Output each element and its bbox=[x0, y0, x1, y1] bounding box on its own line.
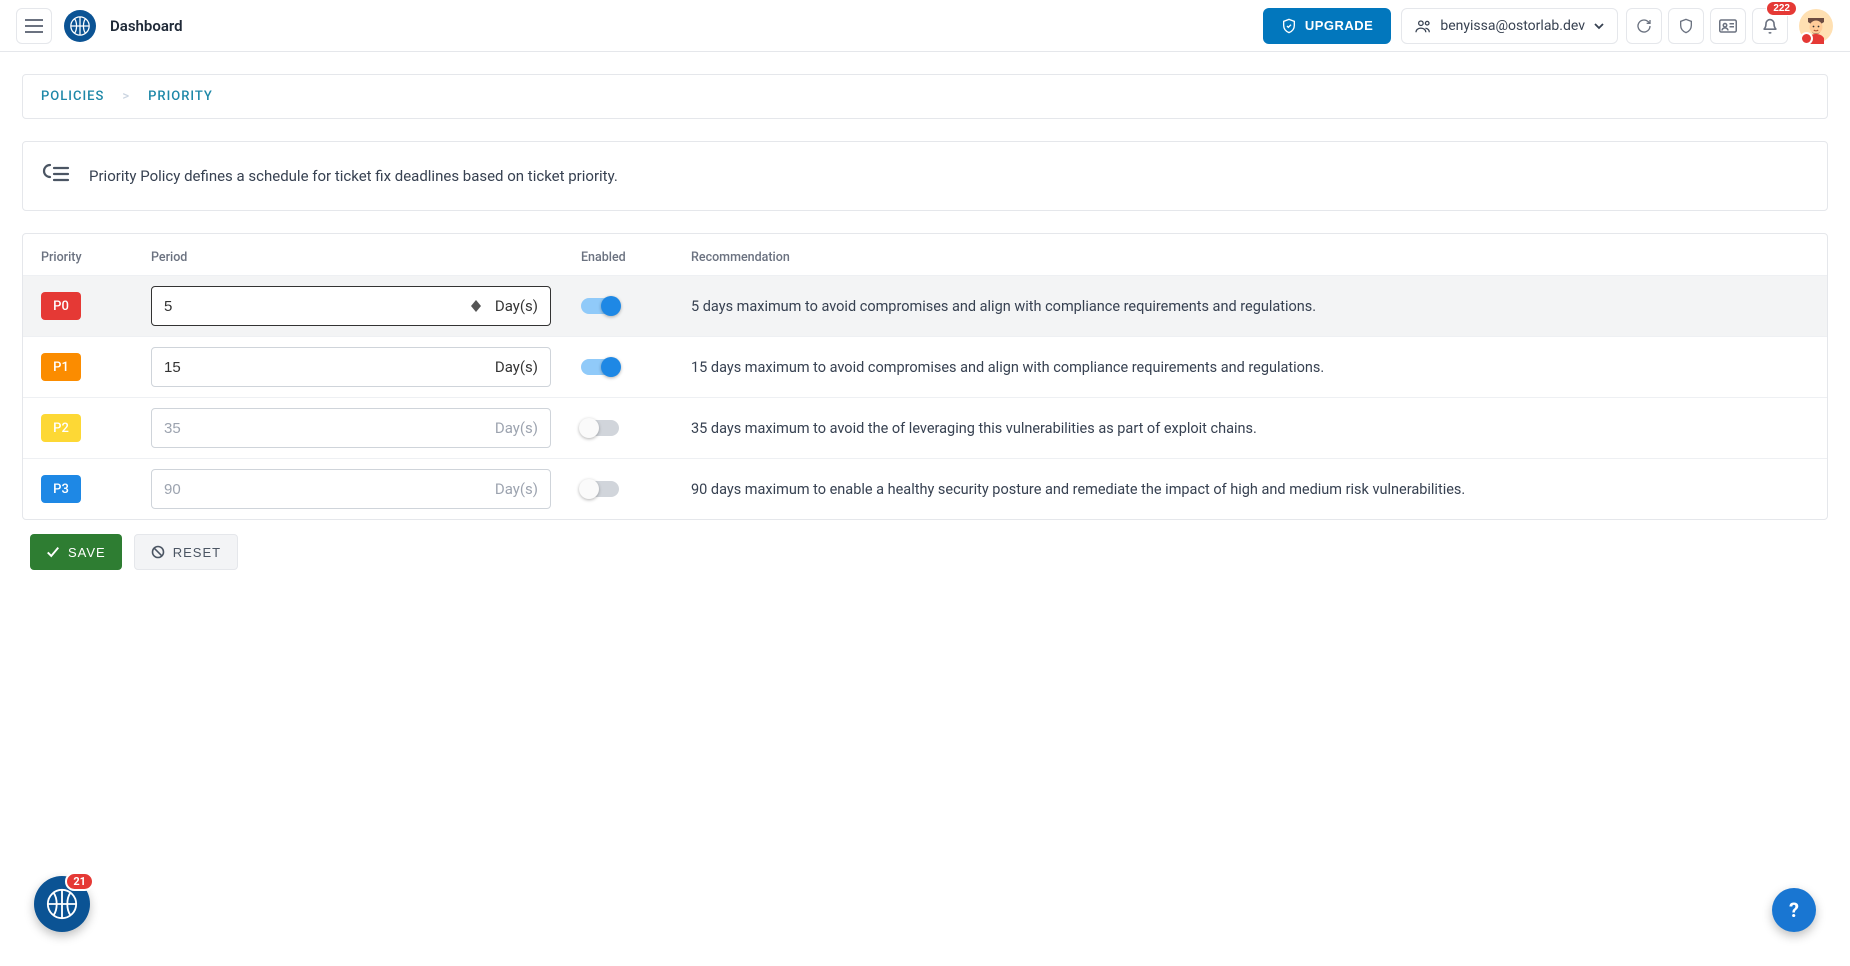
table-row: P2 Day(s) 35 days maximum to avoid the of … bbox=[23, 397, 1827, 458]
user-email: benyissa@ostorlab.dev bbox=[1440, 18, 1585, 34]
enabled-toggle[interactable] bbox=[581, 420, 619, 436]
recommendation-text: 15 days maximum to avoid compromises and… bbox=[691, 359, 1809, 376]
priority-badge: P0 bbox=[41, 292, 81, 320]
id-card-icon bbox=[1719, 19, 1737, 33]
recommendation-text: 5 days maximum to avoid compromises and … bbox=[691, 298, 1809, 315]
period-unit: Day(s) bbox=[495, 358, 538, 376]
page-title: Dashboard bbox=[110, 17, 183, 35]
table-row: P3 Day(s) 90 days maximum to enable a heal… bbox=[23, 458, 1827, 519]
policy-table: Priority Period Enabled Recommendation P… bbox=[22, 233, 1828, 520]
content: POLICIES > PRIORITY Priority Policy defi… bbox=[0, 52, 1850, 608]
enabled-toggle[interactable] bbox=[581, 359, 619, 375]
col-recommendation: Recommendation bbox=[691, 250, 1809, 265]
help-button[interactable]: ? bbox=[1772, 888, 1816, 932]
menu-icon bbox=[25, 19, 43, 33]
breadcrumb-priority[interactable]: PRIORITY bbox=[148, 89, 213, 104]
refresh-button[interactable] bbox=[1626, 8, 1662, 44]
table-row: P0 Day(s) 5 days maximum to avoid compromi… bbox=[23, 275, 1827, 336]
period-field[interactable]: Day(s) bbox=[151, 286, 551, 326]
table-actions: SAVE RESET bbox=[22, 520, 1828, 586]
reset-button[interactable]: RESET bbox=[134, 534, 238, 570]
recommendation-text: 90 days maximum to enable a healthy secu… bbox=[691, 481, 1809, 498]
upgrade-button[interactable]: UPGRADE bbox=[1263, 8, 1392, 44]
bell-icon bbox=[1762, 17, 1778, 35]
period-unit: Day(s) bbox=[495, 419, 538, 437]
chat-widget-badge: 21 bbox=[65, 872, 94, 891]
breadcrumb-policies[interactable]: POLICIES bbox=[41, 89, 104, 104]
enabled-toggle[interactable] bbox=[581, 481, 619, 497]
card-button[interactable] bbox=[1710, 8, 1746, 44]
priority-badge: P1 bbox=[41, 353, 81, 381]
chat-widget-icon bbox=[45, 887, 79, 921]
brand-logo[interactable] bbox=[64, 10, 96, 42]
chat-widget[interactable]: 21 bbox=[34, 876, 90, 932]
period-unit: Day(s) bbox=[495, 297, 538, 315]
recommendation-text: 35 days maximum to avoid the of leveragi… bbox=[691, 420, 1809, 437]
period-unit: Day(s) bbox=[495, 480, 538, 498]
users-icon bbox=[1414, 19, 1432, 33]
shield-check-icon bbox=[1281, 18, 1297, 34]
priority-badge: P2 bbox=[41, 414, 81, 442]
shield-icon bbox=[1678, 18, 1694, 34]
avatar-status-dot bbox=[1800, 32, 1813, 45]
period-input[interactable] bbox=[164, 298, 471, 315]
period-field[interactable]: Day(s) bbox=[151, 347, 551, 387]
period-field[interactable]: Day(s) bbox=[151, 408, 551, 448]
description-box: Priority Policy defines a schedule for t… bbox=[22, 141, 1828, 211]
period-input[interactable] bbox=[164, 481, 487, 498]
security-button[interactable] bbox=[1668, 8, 1704, 44]
reset-label: RESET bbox=[173, 545, 221, 560]
period-input[interactable] bbox=[164, 420, 487, 437]
check-icon bbox=[46, 545, 60, 559]
menu-button[interactable] bbox=[16, 8, 52, 44]
enabled-toggle[interactable] bbox=[581, 298, 619, 314]
description-text: Priority Policy defines a schedule for t… bbox=[89, 167, 618, 185]
col-period: Period bbox=[151, 250, 581, 265]
breadcrumb: POLICIES > PRIORITY bbox=[22, 74, 1828, 119]
table-row: P1 Day(s) 15 days maximum to avoid comprom… bbox=[23, 336, 1827, 397]
top-bar: Dashboard UPGRADE benyissa@ostorlab.dev … bbox=[0, 0, 1850, 52]
priority-badge: P3 bbox=[41, 475, 81, 503]
avatar[interactable] bbox=[1798, 8, 1834, 44]
number-spinner[interactable] bbox=[471, 300, 481, 312]
refresh-icon bbox=[1636, 18, 1652, 34]
table-header: Priority Period Enabled Recommendation bbox=[23, 234, 1827, 275]
chevron-down-icon bbox=[1593, 20, 1605, 32]
notification-badge: 222 bbox=[1766, 1, 1797, 16]
period-input[interactable] bbox=[164, 359, 487, 376]
col-enabled: Enabled bbox=[581, 250, 691, 265]
block-icon bbox=[151, 545, 165, 559]
save-label: SAVE bbox=[68, 545, 106, 560]
user-menu[interactable]: benyissa@ostorlab.dev bbox=[1401, 8, 1618, 44]
breadcrumb-separator: > bbox=[122, 89, 130, 104]
col-priority: Priority bbox=[41, 250, 151, 265]
help-label: ? bbox=[1789, 898, 1799, 922]
priority-list-icon bbox=[41, 162, 71, 190]
save-button[interactable]: SAVE bbox=[30, 534, 122, 570]
brand-logo-icon bbox=[69, 15, 91, 37]
period-field[interactable]: Day(s) bbox=[151, 469, 551, 509]
upgrade-label: UPGRADE bbox=[1305, 18, 1374, 33]
notifications-button[interactable]: 222 bbox=[1752, 8, 1788, 44]
